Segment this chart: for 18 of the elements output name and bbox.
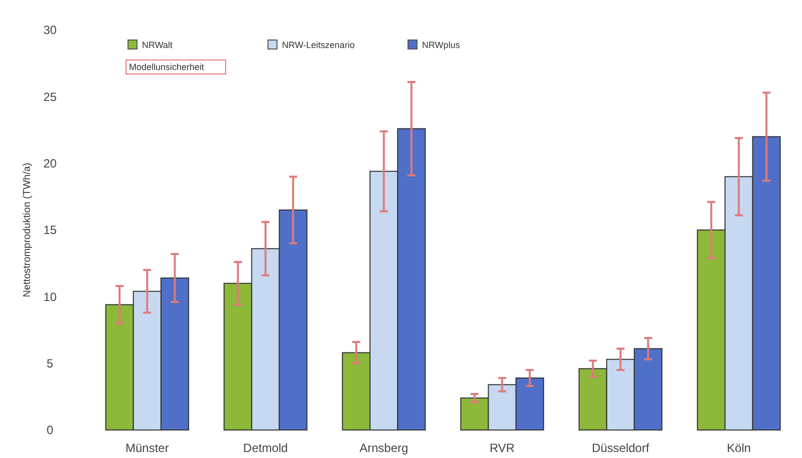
y-tick-label: 25 (43, 90, 57, 104)
legend-label: NRWalt (142, 40, 173, 50)
x-tick-label: Münster (125, 441, 169, 455)
legend-label: NRW-Leitszenario (282, 40, 355, 50)
y-tick-label: 30 (43, 23, 57, 38)
y-tick-label: 10 (43, 290, 57, 304)
y-tick-label: 0 (46, 423, 54, 438)
x-tick-label: Köln (726, 441, 751, 455)
x-tick-label: Detmold (243, 441, 288, 455)
legend-label: NRWplus (422, 40, 460, 50)
y-tick-label: 15 (43, 223, 57, 238)
y-tick-label: 20 (43, 156, 57, 171)
y-tick-label: 5 (46, 356, 54, 371)
x-tick-label: RVR (490, 441, 516, 455)
x-tick-label: Düsseldorf (592, 441, 650, 455)
annotation: Modellunsicherheit (129, 62, 205, 72)
y-axis-title: Nettostromproduktion (TWh/a) (22, 162, 33, 298)
x-tick-label: Arnsberg (359, 441, 408, 455)
